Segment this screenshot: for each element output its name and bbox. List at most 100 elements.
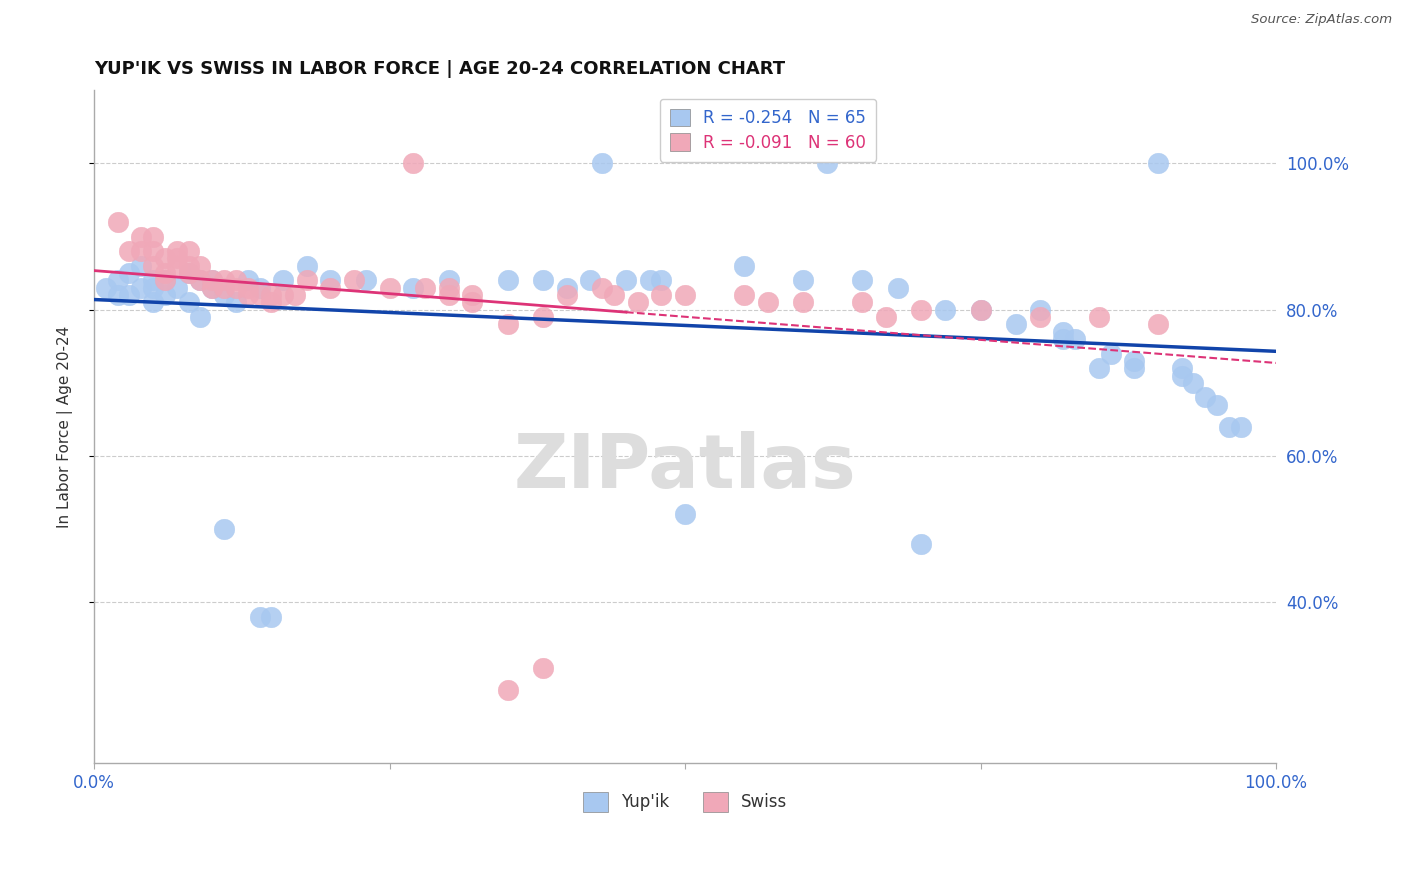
Point xyxy=(1099,346,1122,360)
Point xyxy=(555,288,578,302)
Point xyxy=(177,244,200,259)
Point xyxy=(236,281,259,295)
Point xyxy=(815,156,838,170)
Point xyxy=(934,302,956,317)
Point xyxy=(875,310,897,324)
Point xyxy=(354,273,377,287)
Point xyxy=(437,288,460,302)
Point xyxy=(496,683,519,698)
Point xyxy=(555,281,578,295)
Point xyxy=(107,273,129,287)
Point xyxy=(260,288,283,302)
Point xyxy=(295,259,318,273)
Y-axis label: In Labor Force | Age 20-24: In Labor Force | Age 20-24 xyxy=(58,326,73,528)
Point xyxy=(343,273,366,287)
Point xyxy=(284,288,307,302)
Point xyxy=(153,273,176,287)
Point xyxy=(1028,302,1050,317)
Point xyxy=(437,281,460,295)
Point xyxy=(236,273,259,287)
Point xyxy=(437,273,460,287)
Point xyxy=(225,273,247,287)
Point xyxy=(201,281,224,295)
Point xyxy=(295,273,318,287)
Point xyxy=(461,288,484,302)
Point xyxy=(1087,310,1109,324)
Point xyxy=(1123,361,1146,376)
Text: YUP'IK VS SWISS IN LABOR FORCE | AGE 20-24 CORRELATION CHART: YUP'IK VS SWISS IN LABOR FORCE | AGE 20-… xyxy=(94,60,785,78)
Point xyxy=(402,281,425,295)
Point xyxy=(910,537,932,551)
Point xyxy=(271,288,294,302)
Point xyxy=(153,266,176,280)
Point xyxy=(910,302,932,317)
Point xyxy=(236,288,259,302)
Point xyxy=(190,273,212,287)
Point xyxy=(792,273,814,287)
Point xyxy=(1194,391,1216,405)
Point xyxy=(402,156,425,170)
Point xyxy=(212,522,235,536)
Point xyxy=(249,610,271,624)
Point xyxy=(142,244,165,259)
Point xyxy=(851,273,873,287)
Point xyxy=(319,273,342,287)
Point xyxy=(969,302,991,317)
Point xyxy=(531,310,554,324)
Point xyxy=(142,229,165,244)
Point xyxy=(851,295,873,310)
Point xyxy=(650,273,672,287)
Point xyxy=(260,610,283,624)
Point xyxy=(107,288,129,302)
Point xyxy=(190,259,212,273)
Point xyxy=(166,259,188,273)
Point xyxy=(1218,419,1240,434)
Point xyxy=(177,266,200,280)
Point xyxy=(792,295,814,310)
Point xyxy=(201,281,224,295)
Point xyxy=(166,244,188,259)
Point xyxy=(166,252,188,266)
Point xyxy=(378,281,401,295)
Point xyxy=(118,266,141,280)
Point xyxy=(413,281,436,295)
Point xyxy=(129,259,152,273)
Point xyxy=(166,281,188,295)
Point xyxy=(1087,361,1109,376)
Point xyxy=(129,244,152,259)
Point xyxy=(201,273,224,287)
Point xyxy=(1170,361,1192,376)
Point xyxy=(153,273,176,287)
Point xyxy=(1206,398,1229,412)
Point xyxy=(107,215,129,229)
Point xyxy=(461,295,484,310)
Point xyxy=(1229,419,1251,434)
Point xyxy=(579,273,602,287)
Point xyxy=(212,288,235,302)
Point xyxy=(142,281,165,295)
Point xyxy=(177,295,200,310)
Point xyxy=(225,281,247,295)
Point xyxy=(177,259,200,273)
Point xyxy=(496,318,519,332)
Point xyxy=(627,295,650,310)
Point xyxy=(177,266,200,280)
Point xyxy=(249,288,271,302)
Point xyxy=(1005,318,1028,332)
Point xyxy=(733,288,755,302)
Point xyxy=(260,295,283,310)
Point xyxy=(129,281,152,295)
Point xyxy=(153,288,176,302)
Point xyxy=(1147,156,1170,170)
Point xyxy=(1064,332,1087,346)
Point xyxy=(142,295,165,310)
Point xyxy=(94,281,117,295)
Point xyxy=(190,273,212,287)
Point xyxy=(1170,368,1192,383)
Point xyxy=(1147,318,1170,332)
Point xyxy=(756,295,779,310)
Point xyxy=(531,661,554,675)
Text: ZIPatlas: ZIPatlas xyxy=(513,431,856,504)
Point xyxy=(271,273,294,287)
Point xyxy=(673,508,696,522)
